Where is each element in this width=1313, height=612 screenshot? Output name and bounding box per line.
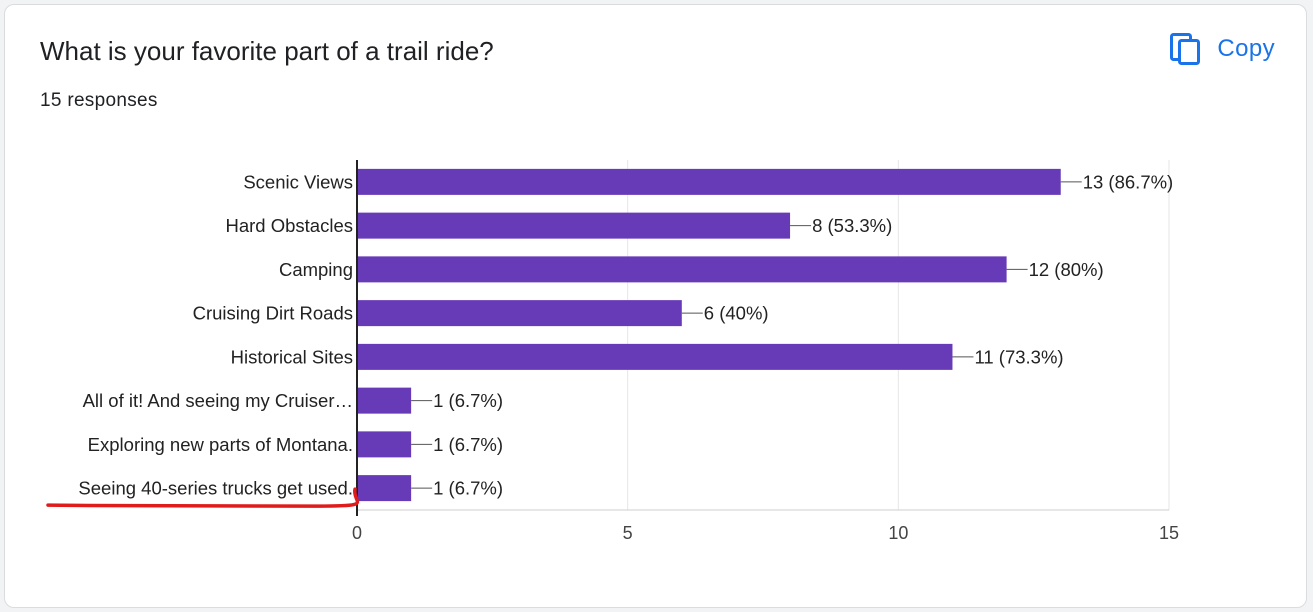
data-label: 11 (73.3%) bbox=[974, 346, 1063, 367]
x-tick-label: 0 bbox=[352, 523, 362, 543]
x-tick-label: 10 bbox=[888, 523, 908, 543]
question-title: What is your favorite part of a trail ri… bbox=[40, 36, 494, 66]
x-tick-label: 5 bbox=[623, 523, 633, 543]
bar[interactable] bbox=[357, 343, 953, 370]
category-label: Cruising Dirt Roads bbox=[193, 303, 353, 324]
category-label: Historical Sites bbox=[231, 346, 353, 367]
response-count: 15 responses bbox=[40, 90, 158, 111]
copy-button[interactable]: Copy bbox=[1169, 32, 1275, 66]
data-label: 6 (40%) bbox=[704, 303, 769, 324]
data-label: 1 (6.7%) bbox=[433, 478, 503, 499]
category-label: All of it! And seeing my Cruiser… bbox=[83, 390, 353, 411]
data-label: 8 (53.3%) bbox=[812, 215, 892, 236]
category-label: Exploring new parts of Montana. bbox=[88, 434, 353, 455]
data-label: 12 (80%) bbox=[1029, 259, 1104, 280]
bar[interactable] bbox=[357, 168, 1061, 195]
category-label: Scenic Views bbox=[243, 171, 353, 192]
bar[interactable] bbox=[357, 431, 412, 458]
category-label: Hard Obstacles bbox=[226, 215, 354, 236]
bar[interactable] bbox=[357, 300, 682, 327]
bar[interactable] bbox=[357, 387, 412, 414]
category-label: Camping bbox=[279, 259, 353, 280]
category-label: Seeing 40-series trucks get used. bbox=[78, 478, 353, 499]
data-label: 1 (6.7%) bbox=[433, 434, 503, 455]
bar[interactable] bbox=[357, 212, 791, 239]
data-label: 1 (6.7%) bbox=[433, 390, 503, 411]
bar[interactable] bbox=[357, 256, 1007, 283]
data-label: 13 (86.7%) bbox=[1083, 171, 1174, 192]
copy-label: Copy bbox=[1217, 35, 1275, 62]
bar[interactable] bbox=[357, 475, 412, 502]
x-tick-label: 15 bbox=[1159, 523, 1179, 543]
highlight-underline bbox=[46, 487, 360, 508]
copy-icon bbox=[1170, 33, 1201, 65]
